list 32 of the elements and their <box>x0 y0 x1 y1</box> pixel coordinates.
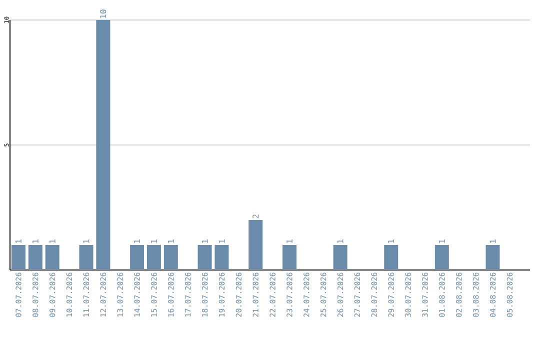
data-label: 1 <box>439 240 445 243</box>
data-label: 2 <box>252 214 259 218</box>
data-label: 10 <box>100 10 106 18</box>
data-label: 1 <box>151 240 157 243</box>
bar <box>79 245 94 270</box>
data-label: 1 <box>202 240 208 243</box>
data-label: 1 <box>32 240 38 243</box>
data-label: 1 <box>286 240 292 243</box>
bar <box>333 245 348 270</box>
bar <box>282 245 296 270</box>
bar <box>130 245 144 270</box>
bar <box>248 220 263 270</box>
bar <box>28 245 42 270</box>
bar <box>384 245 398 270</box>
bar <box>146 245 161 270</box>
bar <box>434 245 449 270</box>
data-label: 1 <box>134 240 140 243</box>
bar <box>486 245 500 270</box>
bar <box>198 245 212 270</box>
bar <box>96 20 110 270</box>
data-label: 1 <box>490 240 496 243</box>
bar <box>45 245 60 270</box>
data-label: 1 <box>168 240 174 243</box>
bar <box>214 245 229 270</box>
data-label: 1 <box>16 240 22 243</box>
data-label: 1 <box>388 240 394 243</box>
data-label: 1 <box>49 240 56 243</box>
bar <box>164 245 178 270</box>
data-label: 1 <box>218 240 225 243</box>
data-label: 1 <box>337 240 344 243</box>
bar <box>11 245 26 270</box>
data-label: 1 <box>83 240 90 243</box>
